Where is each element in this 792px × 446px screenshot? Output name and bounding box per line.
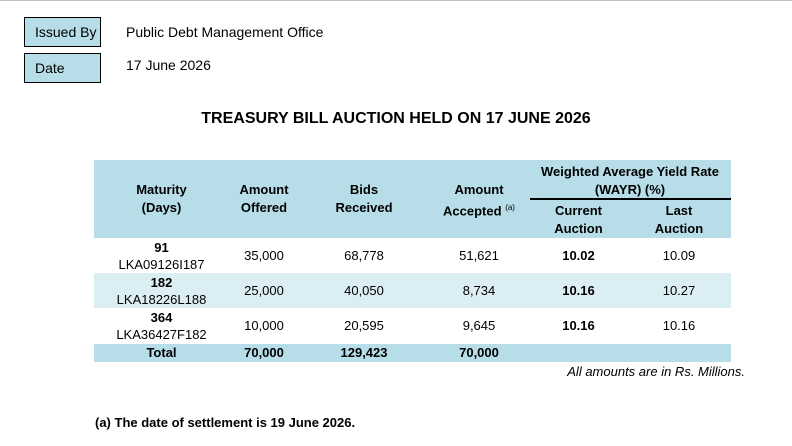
bids-cell: 40,050	[344, 283, 384, 298]
total-row: Total 70,000 129,423 70,000	[94, 344, 731, 362]
table-row: 91 LKA09126I187 35,000 68,778 51,621 10.0…	[94, 238, 731, 273]
total-label: Total	[146, 345, 177, 360]
current-cell: 10.02	[562, 248, 595, 263]
accepted-cell: 8,734	[462, 283, 496, 298]
current-auction-header: Current Auction	[554, 203, 603, 236]
page-title: TREASURY BILL AUCTION HELD ON 17 JUNE 20…	[201, 110, 591, 127]
maturity-cell: 364 LKA36427F182	[116, 310, 207, 342]
table-row: 364 LKA36427F182 10,000 20,595 9,645 10.1…	[94, 308, 731, 344]
bids-received-header: Bids Received	[335, 182, 393, 215]
total-bids: 129,423	[340, 345, 388, 360]
table-row: 182 LKA18226L188 25,000 40,050 8,734 10.1…	[94, 273, 731, 308]
current-cell: 10.16	[562, 283, 595, 298]
date-value: 17 June 2026	[126, 57, 211, 73]
total-accepted: 70,000	[459, 345, 499, 360]
settlement-footnote: (a) The date of settlement is 19 June 20…	[95, 415, 356, 430]
units-note: All amounts are in Rs. Millions.	[567, 364, 745, 379]
total-offered: 70,000	[244, 345, 284, 360]
last-cell: 10.16	[662, 318, 696, 333]
offered-cell: 10,000	[244, 318, 284, 333]
top-rule	[0, 0, 792, 1]
maturity-cell: 91 LKA09126I187	[118, 240, 205, 272]
amount-offered-header: Amount Offered	[239, 182, 289, 215]
bids-cell: 20,595	[344, 318, 384, 333]
wayr-divider	[530, 198, 731, 200]
amount-accepted-header: Amount Accepted (a)	[443, 182, 515, 219]
offered-cell: 25,000	[244, 283, 284, 298]
maturity-cell: 182 LKA18226L188	[116, 275, 207, 307]
issued-by-label: Issued By	[24, 17, 101, 47]
offered-cell: 35,000	[244, 248, 284, 263]
issued-by-value: Public Debt Management Office	[126, 24, 324, 40]
last-cell: 10.27	[662, 283, 696, 298]
date-label: Date	[24, 53, 101, 83]
last-auction-header: Last Auction	[654, 203, 704, 236]
wayr-header: Weighted Average Yield Rate (WAYR) (%)	[541, 164, 719, 197]
accepted-cell: 9,645	[462, 318, 496, 333]
table-header: Maturity (Days) Amount Offered Bids Receive…	[94, 160, 731, 238]
maturity-header: Maturity (Days)	[136, 182, 187, 215]
last-cell: 10.09	[662, 248, 696, 263]
current-cell: 10.16	[562, 318, 595, 333]
accepted-cell: 51,621	[459, 248, 499, 263]
bids-cell: 68,778	[344, 248, 384, 263]
